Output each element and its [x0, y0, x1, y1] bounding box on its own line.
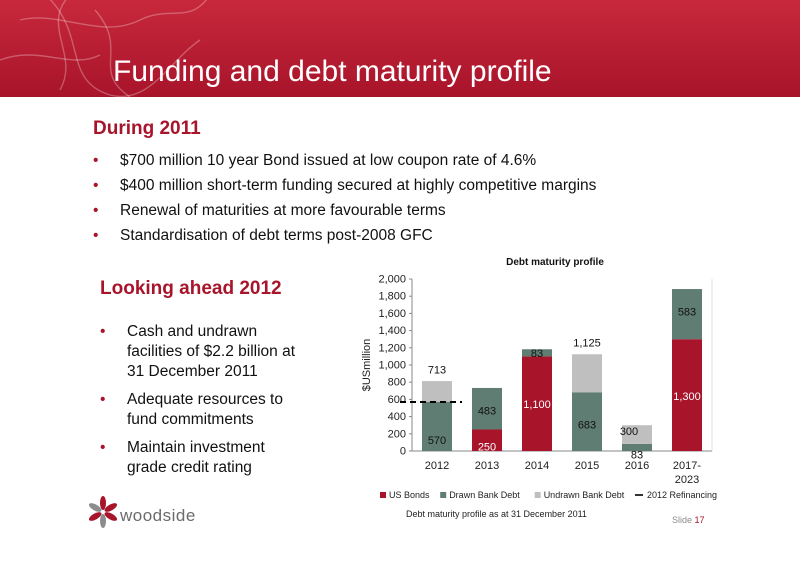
slide-title: Funding and debt maturity profile: [113, 55, 552, 88]
x-tick-label: 2013: [475, 460, 499, 472]
x-tick-label: 2015: [575, 460, 599, 472]
y-tick-label: 200: [388, 428, 406, 440]
y-tick-label: 400: [388, 411, 406, 423]
chart-title: Debt maturity profile: [506, 257, 604, 268]
bar-segment: [572, 392, 602, 451]
bar-segment: [472, 429, 502, 451]
data-label: 683: [578, 419, 596, 431]
debt-maturity-chart: Debt maturity profile 0 200 400 600 800 1,000 1…: [361, 257, 717, 519]
bullet-item: Renewal of maturities at more favourable…: [93, 202, 596, 227]
y-tick-label: 600: [388, 394, 406, 406]
y-axis-label: $USmillion: [361, 339, 373, 392]
x-tick-label: 2023: [675, 474, 699, 486]
section-heading-2012: Looking ahead 2012: [100, 278, 282, 299]
x-tick-label: 2014: [525, 460, 549, 472]
bar-segment: [672, 339, 702, 451]
bullet-item: Adequate resources to fund commitments: [100, 390, 300, 430]
bullet-item: Maintain investment grade credit rating: [100, 438, 300, 478]
bullet-item: Standardisation of debt terms post-2008 …: [93, 227, 596, 252]
y-tick-label: 1,200: [378, 342, 406, 354]
logo-text: woodside: [120, 506, 196, 525]
bar-segment: [622, 425, 652, 444]
data-label: 300: [620, 426, 638, 438]
x-tick-label: 2012: [425, 460, 449, 472]
y-tick-label: 0: [400, 446, 406, 458]
y-tick-label: 1,400: [378, 325, 406, 337]
legend-swatch: [440, 492, 447, 498]
bar-segment: [522, 349, 552, 357]
y-tick-label: 1,600: [378, 308, 406, 320]
data-label: 1,100: [523, 399, 551, 411]
bullet-item: $700 million 10 year Bond issued at low …: [93, 152, 596, 177]
data-label: 483: [478, 406, 496, 418]
bullet-list-2012: Cash and undrawn facilities of $2.2 bill…: [100, 322, 300, 486]
bullet-list-2011: $700 million 10 year Bond issued at low …: [93, 152, 596, 252]
data-label: 713: [428, 364, 446, 376]
bar-segment: [572, 354, 602, 393]
chart-note: Debt maturity profile as at 31 December …: [406, 509, 587, 519]
data-label: 570: [428, 435, 446, 447]
x-tick-label: 2016: [625, 460, 649, 472]
data-label: 83: [631, 449, 643, 461]
slide-number: Slide 17: [672, 515, 705, 525]
swirl-decoration: [0, 0, 207, 97]
bar-segment: [422, 401, 452, 451]
title-banner: Funding and debt maturity profile: [0, 0, 800, 97]
y-tick-label: 1,000: [378, 360, 406, 372]
bar-segment: [422, 381, 452, 402]
bar-segment: [522, 356, 552, 451]
legend-swatch: [534, 492, 541, 498]
bar-segment: [622, 443, 652, 451]
bar-segment: [672, 289, 702, 340]
legend-label: US Bonds: [389, 490, 430, 500]
legend-label: 2012 Refinancing: [647, 490, 717, 500]
x-tick-label: 2017-: [673, 460, 701, 472]
slide-label: Slide: [672, 515, 693, 525]
bullet-item: Cash and undrawn facilities of $2.2 bill…: [100, 322, 300, 382]
data-label: 250: [478, 442, 496, 454]
bullet-item: $400 million short-term funding secured …: [93, 177, 596, 202]
y-tick-label: 800: [388, 377, 406, 389]
legend-swatch: [380, 492, 386, 498]
y-tick-label: 2,000: [378, 274, 406, 286]
y-tick-label: 1,800: [378, 291, 406, 303]
legend-label: Undrawn Bank Debt: [544, 490, 625, 500]
data-label: 83: [531, 348, 543, 360]
data-label: 1,300: [673, 391, 701, 403]
legend-label: Drawn Bank Debt: [449, 490, 520, 500]
data-label: 1,125: [573, 338, 601, 350]
data-label: 583: [678, 307, 696, 319]
woodside-logo-icon: [88, 496, 118, 528]
bar-segment: [472, 387, 502, 430]
section-heading-2011: During 2011: [93, 118, 201, 139]
slide-number-value: 17: [694, 515, 705, 525]
